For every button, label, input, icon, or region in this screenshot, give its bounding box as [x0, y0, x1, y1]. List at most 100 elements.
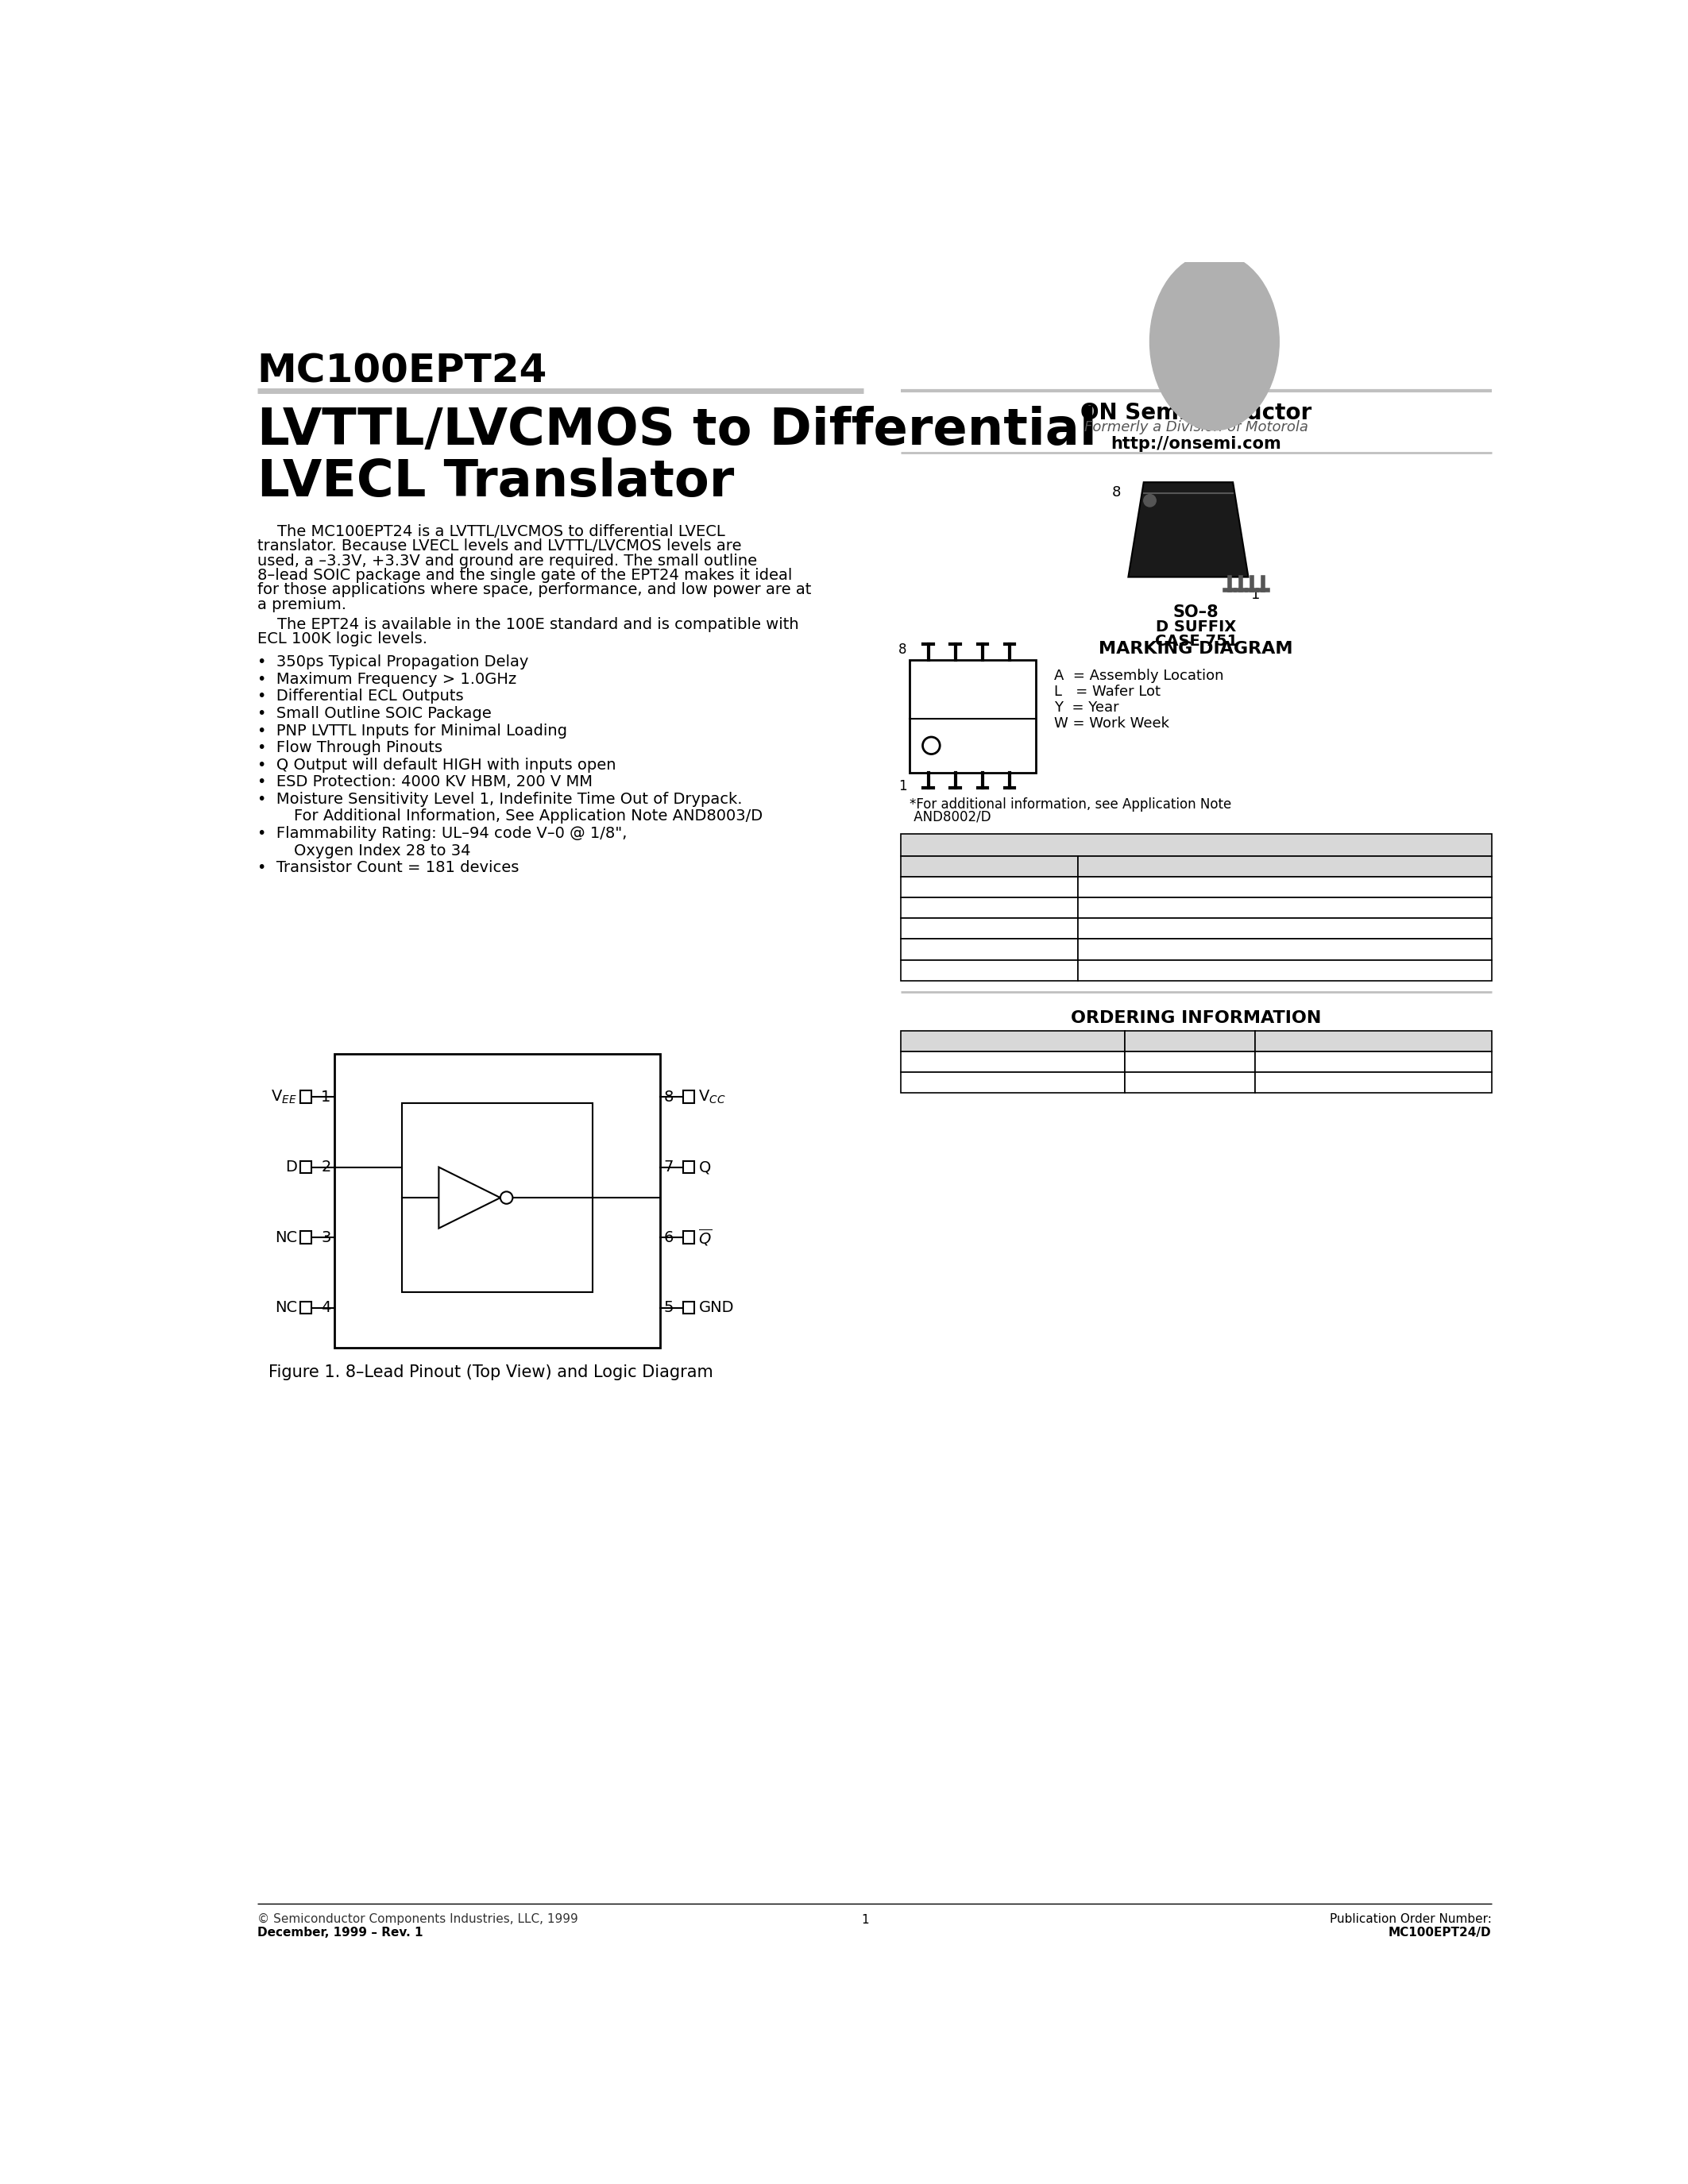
Text: Formerly a Division of Motorola: Formerly a Division of Motorola	[1084, 419, 1308, 435]
Text: SOIC: SOIC	[1173, 1077, 1207, 1092]
FancyBboxPatch shape	[1079, 959, 1492, 981]
Text: 2: 2	[321, 1160, 331, 1175]
Text: LVTTL: LVTTL	[407, 1107, 449, 1123]
FancyBboxPatch shape	[684, 1090, 694, 1103]
FancyBboxPatch shape	[300, 1162, 311, 1173]
Text: D: D	[285, 1160, 297, 1175]
Text: Differential LVECL Outputs: Differential LVECL Outputs	[1190, 880, 1379, 895]
Text: •  PNP LVTTL Inputs for Minimal Loading: • PNP LVTTL Inputs for Minimal Loading	[257, 723, 567, 738]
Text: 6: 6	[663, 1230, 674, 1245]
Text: ON: ON	[1171, 317, 1258, 367]
Text: A  = Assembly Location: A = Assembly Location	[1055, 668, 1224, 684]
Ellipse shape	[1150, 253, 1280, 430]
FancyBboxPatch shape	[910, 660, 1036, 773]
FancyBboxPatch shape	[900, 834, 1492, 856]
Polygon shape	[439, 1166, 500, 1227]
Text: •  Differential ECL Outputs: • Differential ECL Outputs	[257, 688, 464, 703]
Text: December, 1999 – Rev. 1: December, 1999 – Rev. 1	[257, 1926, 422, 1939]
Text: NC: NC	[275, 1230, 297, 1245]
FancyBboxPatch shape	[900, 856, 1079, 876]
Text: used, a –3.3V, +3.3V and ground are required. The small outline: used, a –3.3V, +3.3V and ground are requ…	[257, 553, 756, 568]
FancyBboxPatch shape	[900, 876, 1079, 898]
Text: MC100EPT24D: MC100EPT24D	[960, 1055, 1065, 1070]
Text: SOIC: SOIC	[1173, 1055, 1207, 1070]
Text: © Semiconductor Components Industries, LLC, 1999: © Semiconductor Components Industries, L…	[257, 1913, 577, 1924]
Text: The EPT24 is available in the 100E standard and is compatible with: The EPT24 is available in the 100E stand…	[257, 616, 798, 631]
Text: for those applications where space, performance, and low power are at: for those applications where space, perf…	[257, 583, 812, 598]
Circle shape	[500, 1192, 513, 1203]
Text: MC100EPT24DR2: MC100EPT24DR2	[950, 1077, 1075, 1092]
FancyBboxPatch shape	[684, 1162, 694, 1173]
Text: Figure 1. 8–Lead Pinout (Top View) and Logic Diagram: Figure 1. 8–Lead Pinout (Top View) and L…	[268, 1365, 714, 1380]
FancyBboxPatch shape	[900, 1031, 1126, 1051]
Text: http://onsemi.com: http://onsemi.com	[1111, 437, 1281, 452]
Text: •  Moisture Sensitivity Level 1, Indefinite Time Out of Drypack.: • Moisture Sensitivity Level 1, Indefini…	[257, 791, 743, 806]
Text: 1: 1	[1251, 587, 1261, 603]
Text: FUNCTION: FUNCTION	[1239, 860, 1330, 876]
FancyBboxPatch shape	[1079, 939, 1492, 959]
Text: 4: 4	[321, 1299, 331, 1315]
FancyBboxPatch shape	[900, 1072, 1126, 1094]
Text: Negative Supply: Negative Supply	[1225, 963, 1344, 978]
Text: •  Small Outline SOIC Package: • Small Outline SOIC Package	[257, 705, 491, 721]
Polygon shape	[1128, 483, 1249, 577]
FancyBboxPatch shape	[1126, 1031, 1256, 1051]
Text: L   = Wafer Lot: L = Wafer Lot	[1055, 684, 1161, 699]
FancyBboxPatch shape	[300, 1302, 311, 1315]
FancyBboxPatch shape	[900, 917, 1079, 939]
FancyBboxPatch shape	[1126, 1051, 1256, 1072]
Text: V$_{EE}$: V$_{EE}$	[272, 1088, 297, 1105]
Text: •  Transistor Count = 181 devices: • Transistor Count = 181 devices	[257, 860, 518, 876]
Text: Shipping: Shipping	[1335, 1035, 1411, 1051]
FancyBboxPatch shape	[1079, 917, 1492, 939]
Text: *For additional information, see Application Note: *For additional information, see Applica…	[910, 797, 1232, 812]
Text: GND: GND	[699, 1299, 734, 1315]
FancyBboxPatch shape	[1079, 856, 1492, 876]
FancyBboxPatch shape	[900, 959, 1079, 981]
Text: •  Flammability Rating: UL–94 code V–0 @ 1/8",: • Flammability Rating: UL–94 code V–0 @ …	[257, 826, 626, 841]
Text: ON Semiconductor: ON Semiconductor	[1080, 402, 1312, 424]
Text: MARKING DIAGRAM: MARKING DIAGRAM	[1099, 642, 1293, 657]
Text: $V_{CC}$: $V_{CC}$	[976, 922, 1001, 939]
Text: •  350ps Typical Propagation Delay: • 350ps Typical Propagation Delay	[257, 655, 528, 670]
Text: ECL 100K logic levels.: ECL 100K logic levels.	[257, 631, 427, 646]
Text: 1: 1	[861, 1913, 869, 1926]
Text: Ground: Ground	[1258, 943, 1312, 957]
Text: W = Work Week: W = Work Week	[1055, 716, 1170, 732]
FancyBboxPatch shape	[1256, 1051, 1492, 1072]
Text: LVECL: LVECL	[547, 1271, 589, 1286]
Text: Package: Package	[1153, 1035, 1227, 1051]
Text: AND8002/D: AND8002/D	[910, 810, 991, 823]
Text: •  Maximum Frequency > 1.0GHz: • Maximum Frequency > 1.0GHz	[257, 673, 517, 688]
FancyBboxPatch shape	[684, 1302, 694, 1315]
Text: •  Flow Through Pinouts: • Flow Through Pinouts	[257, 740, 442, 756]
FancyBboxPatch shape	[900, 898, 1079, 917]
Text: MC100EPT24/D: MC100EPT24/D	[1389, 1926, 1492, 1939]
Text: ORDERING INFORMATION: ORDERING INFORMATION	[1070, 1009, 1322, 1026]
Text: 8–lead SOIC package and the single gate of the EPT24 makes it ideal: 8–lead SOIC package and the single gate …	[257, 568, 792, 583]
Text: The MC100EPT24 is a LVTTL/LVCMOS to differential LVECL: The MC100EPT24 is a LVTTL/LVCMOS to diff…	[257, 524, 724, 539]
Text: 5: 5	[663, 1299, 674, 1315]
Text: $V_{EE}$: $V_{EE}$	[977, 963, 1001, 981]
FancyBboxPatch shape	[334, 1055, 660, 1348]
Text: 1: 1	[321, 1090, 331, 1105]
Text: PIN: PIN	[974, 860, 1004, 876]
Text: 3: 3	[321, 1230, 331, 1245]
FancyBboxPatch shape	[900, 1051, 1126, 1072]
Circle shape	[923, 736, 940, 753]
FancyBboxPatch shape	[684, 1232, 694, 1243]
Text: 2500 Tape & Reel: 2500 Tape & Reel	[1310, 1077, 1436, 1092]
Text: CASE 751: CASE 751	[1155, 633, 1237, 649]
Text: Oxygen Index 28 to 34: Oxygen Index 28 to 34	[275, 843, 471, 858]
Text: MC100EPT24: MC100EPT24	[257, 352, 547, 391]
Text: Device: Device	[984, 1035, 1041, 1051]
Text: •  ESD Protection: 4000 KV HBM, 200 V MM: • ESD Protection: 4000 KV HBM, 200 V MM	[257, 775, 592, 791]
Text: D SUFFIX: D SUFFIX	[1156, 620, 1236, 633]
Text: For Additional Information, See Application Note AND8003/D: For Additional Information, See Applicat…	[275, 808, 763, 823]
Text: PIN DESCRIPTION: PIN DESCRIPTION	[1109, 836, 1283, 854]
Text: translator. Because LVECL levels and LVTTL/LVCMOS levels are: translator. Because LVECL levels and LVT…	[257, 539, 741, 553]
Text: $D$: $D$	[982, 902, 996, 915]
FancyBboxPatch shape	[900, 939, 1079, 959]
Text: a premium.: a premium.	[257, 596, 346, 612]
Text: Q: Q	[699, 1160, 711, 1175]
